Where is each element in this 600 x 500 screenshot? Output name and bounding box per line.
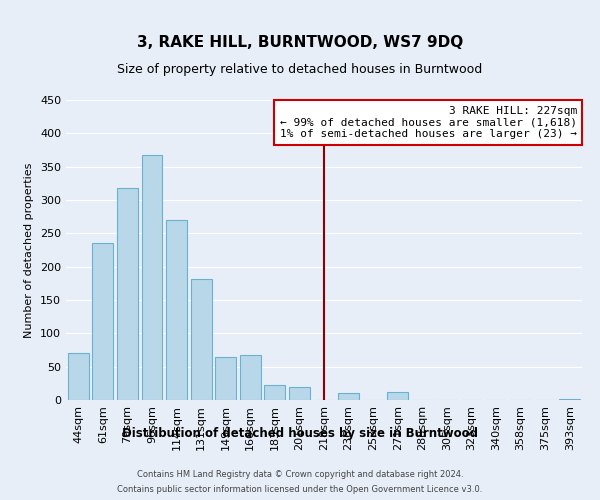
Bar: [289, 386, 310, 400]
Text: Distribution of detached houses by size in Burntwood: Distribution of detached houses by size …: [122, 428, 478, 440]
Bar: [215, 356, 236, 400]
Bar: [265, 384, 286, 400]
Text: Contains public sector information licensed under the Open Government Licence v3: Contains public sector information licen…: [118, 485, 482, 494]
Bar: [191, 278, 212, 400]
Y-axis label: Number of detached properties: Number of detached properties: [25, 162, 34, 338]
Bar: [240, 354, 261, 400]
Bar: [166, 220, 187, 400]
Bar: [142, 154, 163, 400]
Bar: [92, 244, 113, 400]
Bar: [387, 392, 408, 400]
Text: Contains HM Land Registry data © Crown copyright and database right 2024.: Contains HM Land Registry data © Crown c…: [137, 470, 463, 479]
Bar: [559, 398, 580, 400]
Text: Size of property relative to detached houses in Burntwood: Size of property relative to detached ho…: [118, 62, 482, 76]
Bar: [338, 394, 359, 400]
Text: 3, RAKE HILL, BURNTWOOD, WS7 9DQ: 3, RAKE HILL, BURNTWOOD, WS7 9DQ: [137, 35, 463, 50]
Bar: [68, 354, 89, 400]
Bar: [117, 188, 138, 400]
Text: 3 RAKE HILL: 227sqm
← 99% of detached houses are smaller (1,618)
1% of semi-deta: 3 RAKE HILL: 227sqm ← 99% of detached ho…: [280, 106, 577, 139]
